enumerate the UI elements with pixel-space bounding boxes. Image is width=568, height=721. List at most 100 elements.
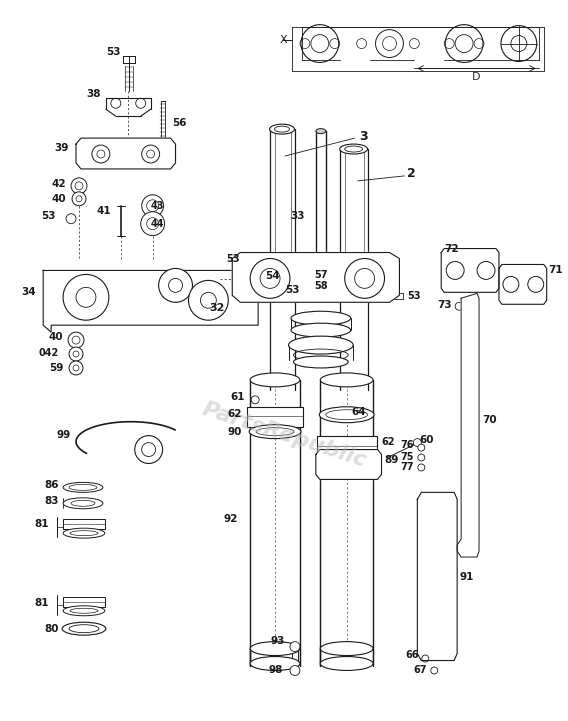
Text: 99: 99 — [57, 430, 71, 440]
Circle shape — [92, 145, 110, 163]
Ellipse shape — [63, 482, 103, 492]
Ellipse shape — [320, 657, 373, 671]
Circle shape — [418, 454, 425, 461]
Ellipse shape — [316, 128, 326, 133]
Circle shape — [141, 212, 165, 236]
Circle shape — [422, 655, 429, 662]
Text: 34: 34 — [22, 288, 36, 297]
Text: 62: 62 — [382, 437, 395, 446]
Text: 81: 81 — [35, 598, 49, 608]
Text: 32: 32 — [209, 304, 224, 313]
Text: 58: 58 — [314, 281, 328, 291]
Circle shape — [251, 396, 259, 404]
Text: 64: 64 — [352, 407, 366, 417]
Text: PartsRepublic: PartsRepublic — [199, 399, 369, 471]
Text: 67: 67 — [414, 665, 427, 676]
Circle shape — [68, 332, 84, 348]
Text: 76: 76 — [401, 440, 415, 450]
Text: X: X — [279, 35, 287, 45]
Circle shape — [189, 280, 228, 320]
Text: 91: 91 — [459, 572, 474, 582]
Text: 59: 59 — [49, 363, 63, 373]
Text: 44: 44 — [151, 218, 164, 229]
Ellipse shape — [250, 642, 300, 655]
Text: 042: 042 — [39, 348, 59, 358]
Text: 81: 81 — [35, 519, 49, 529]
Text: 93: 93 — [270, 636, 285, 645]
Text: 53: 53 — [407, 291, 421, 301]
Circle shape — [141, 145, 160, 163]
Circle shape — [141, 195, 164, 217]
Text: 61: 61 — [231, 392, 245, 402]
Circle shape — [414, 438, 421, 446]
Text: 66: 66 — [406, 650, 419, 660]
Text: 98: 98 — [269, 665, 283, 676]
Text: 75: 75 — [401, 451, 415, 461]
Circle shape — [418, 464, 425, 471]
Bar — [237, 275, 255, 283]
Text: 56: 56 — [173, 118, 187, 128]
Text: 70: 70 — [482, 415, 496, 425]
Text: 89: 89 — [385, 454, 399, 464]
Circle shape — [455, 302, 463, 310]
Circle shape — [431, 667, 438, 674]
Polygon shape — [76, 138, 176, 169]
Circle shape — [418, 444, 425, 451]
Text: 43: 43 — [151, 200, 164, 211]
Text: 57: 57 — [314, 270, 328, 280]
Ellipse shape — [340, 144, 367, 154]
Text: 3: 3 — [360, 130, 368, 143]
Text: 33: 33 — [290, 211, 305, 221]
Ellipse shape — [289, 336, 353, 354]
Circle shape — [528, 276, 544, 292]
Text: 54: 54 — [265, 271, 279, 281]
Text: 60: 60 — [419, 435, 434, 445]
Text: 2: 2 — [407, 167, 416, 180]
Ellipse shape — [270, 124, 294, 134]
Text: 77: 77 — [401, 462, 415, 472]
Circle shape — [66, 213, 76, 224]
Bar — [63, 519, 105, 529]
Polygon shape — [441, 249, 499, 292]
Text: 92: 92 — [224, 514, 238, 524]
Text: 62: 62 — [228, 409, 242, 419]
Text: 39: 39 — [55, 143, 69, 153]
Circle shape — [332, 274, 339, 281]
Circle shape — [63, 275, 109, 320]
Polygon shape — [232, 252, 399, 302]
Ellipse shape — [63, 528, 105, 538]
Bar — [263, 288, 280, 293]
Text: 86: 86 — [45, 480, 59, 490]
Polygon shape — [499, 265, 547, 304]
Ellipse shape — [291, 311, 350, 325]
Polygon shape — [457, 293, 479, 557]
Text: 40: 40 — [52, 194, 66, 204]
Text: 83: 83 — [45, 496, 59, 506]
Circle shape — [503, 276, 519, 292]
Circle shape — [477, 262, 495, 280]
Text: 40: 40 — [48, 332, 63, 342]
Text: 80: 80 — [45, 624, 59, 634]
Ellipse shape — [249, 425, 301, 438]
Circle shape — [290, 665, 300, 676]
Text: 73: 73 — [437, 300, 452, 310]
Ellipse shape — [250, 657, 300, 671]
Circle shape — [158, 268, 193, 302]
Ellipse shape — [63, 497, 103, 509]
Text: 71: 71 — [549, 265, 563, 275]
Polygon shape — [417, 492, 457, 660]
Text: 41: 41 — [96, 205, 111, 216]
Text: 53: 53 — [41, 211, 56, 221]
Text: 72: 72 — [444, 244, 459, 254]
Ellipse shape — [250, 373, 300, 387]
Text: 38: 38 — [86, 89, 101, 99]
Ellipse shape — [63, 606, 105, 616]
Bar — [63, 597, 105, 607]
Bar — [247, 407, 303, 427]
Text: 53: 53 — [107, 47, 121, 56]
Polygon shape — [43, 262, 258, 332]
Circle shape — [135, 435, 162, 464]
Ellipse shape — [319, 407, 374, 423]
Circle shape — [332, 284, 339, 291]
Ellipse shape — [291, 323, 350, 337]
